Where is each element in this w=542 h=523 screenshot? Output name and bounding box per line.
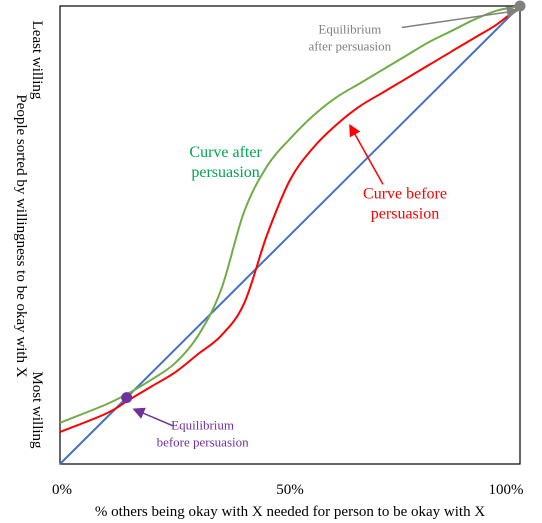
x-tick-label-0: 0% bbox=[52, 482, 72, 498]
arrow-layer bbox=[132, 6, 519, 427]
series-line-0 bbox=[59, 5, 521, 433]
series-layer bbox=[59, 5, 521, 465]
annotation-arrow-before_label bbox=[349, 124, 384, 185]
equilibrium-point-0 bbox=[121, 392, 133, 404]
equilibrium-point-1 bbox=[514, 0, 526, 12]
annotation-arrow-eq_before bbox=[132, 407, 173, 427]
annotation-arrow-eq_after bbox=[401, 6, 519, 29]
y-top-label: Least willing bbox=[29, 21, 45, 100]
x-axis-label: % others being okay with X needed for pe… bbox=[95, 504, 485, 520]
series-line-1 bbox=[59, 5, 521, 424]
y-bottom-label: Most willing bbox=[29, 371, 45, 449]
point-layer bbox=[121, 0, 526, 404]
annotation-after_label: Curve after persuasion bbox=[189, 144, 262, 181]
annotation-eq_before: Equilibrium before persuasion bbox=[157, 418, 250, 450]
annotation-eq_after: Equilibrium after persuasion bbox=[308, 21, 391, 53]
annotation-before_label: Curve before persuasion bbox=[363, 185, 447, 222]
plot-area bbox=[59, 5, 521, 465]
y-axis-label: People sorted by willingness to be okay … bbox=[13, 94, 29, 377]
x-tick-label-2: 100% bbox=[489, 482, 524, 498]
x-tick-label-1: 50% bbox=[276, 482, 304, 498]
annotation-layer: Curve after persuasion Curve before persuas… bbox=[157, 21, 447, 449]
